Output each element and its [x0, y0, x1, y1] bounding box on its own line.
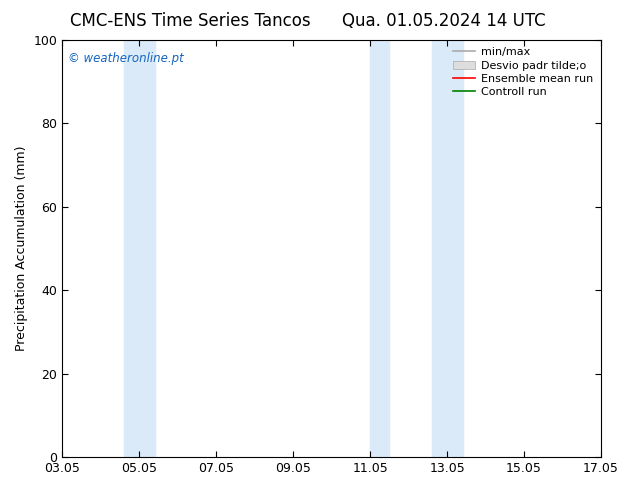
Bar: [124, 40, 139, 457]
Text: CMC-ENS Time Series Tancos: CMC-ENS Time Series Tancos: [70, 12, 311, 30]
Y-axis label: Precipitation Accumulation (mm): Precipitation Accumulation (mm): [15, 146, 28, 351]
Legend: min/max, Desvio padr tilde;o, Ensemble mean run, Controll run: min/max, Desvio padr tilde;o, Ensemble m…: [449, 43, 598, 102]
Text: © weatheronline.pt: © weatheronline.pt: [68, 52, 183, 65]
Text: Qua. 01.05.2024 14 UTC: Qua. 01.05.2024 14 UTC: [342, 12, 546, 30]
Bar: [432, 40, 463, 457]
Bar: [139, 40, 155, 457]
Bar: [370, 40, 389, 457]
